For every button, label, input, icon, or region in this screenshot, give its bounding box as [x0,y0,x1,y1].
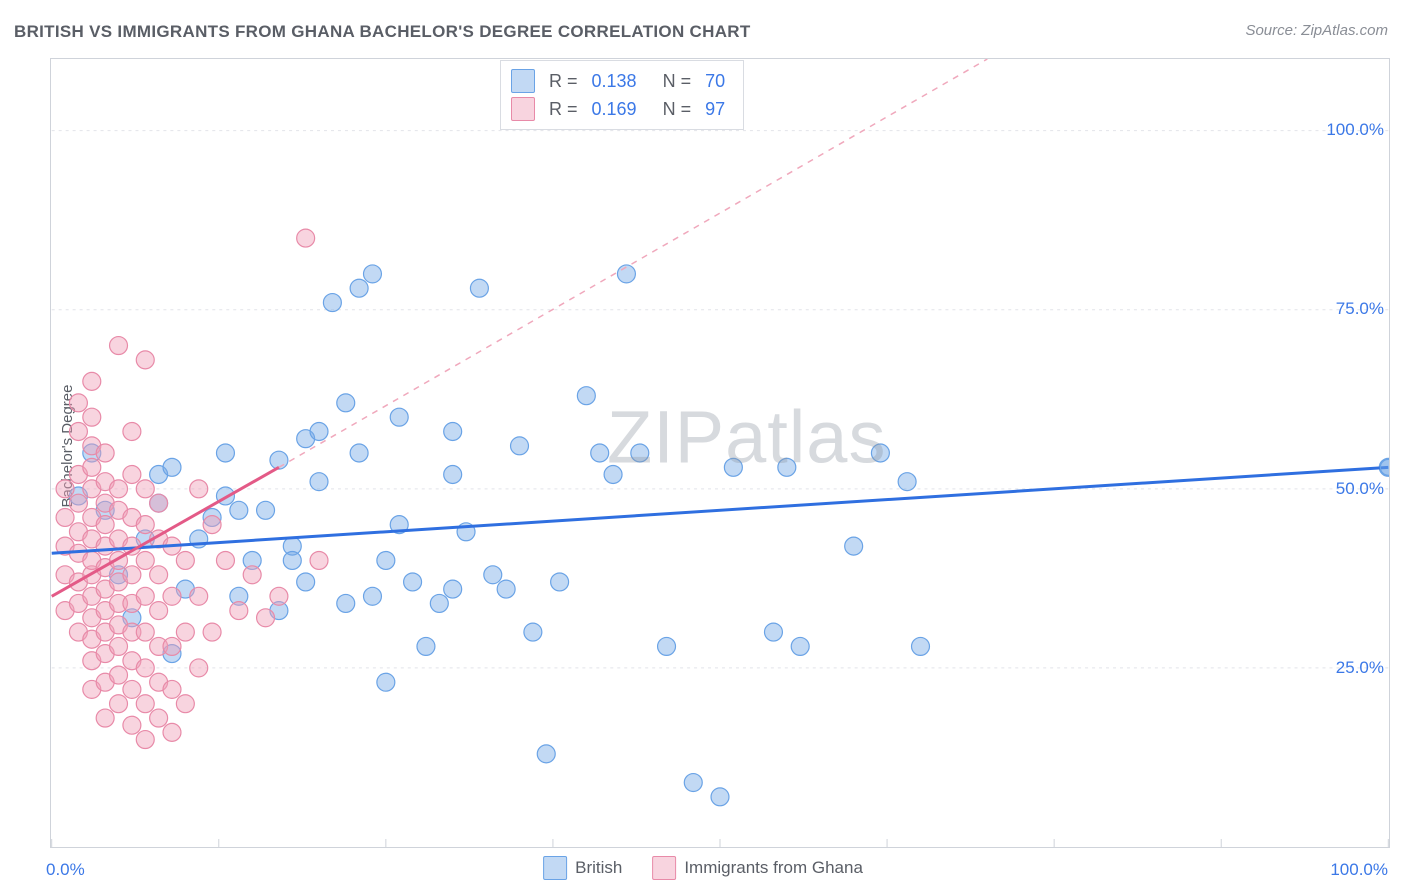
n-label: N = [663,71,692,92]
x-axis-max-label: 100.0% [1330,860,1388,880]
correlation-row-british: R = 0.138 N = 70 [511,67,729,95]
swatch-pink-icon [652,856,676,880]
swatch-blue-icon [543,856,567,880]
n-value-british: 70 [705,71,725,92]
y-tick-label: 75.0% [1336,299,1384,319]
n-label: N = [663,99,692,120]
plot-area: ZIPatlas [50,58,1390,848]
y-tick-label: 100.0% [1326,120,1384,140]
r-value-ghana: 0.169 [592,99,637,120]
y-tick-label: 50.0% [1336,479,1384,499]
r-label: R = [549,99,578,120]
scatter-svg [51,59,1389,847]
legend-label-british: British [575,858,622,878]
swatch-pink-icon [511,97,535,121]
legend-label-ghana: Immigrants from Ghana [684,858,863,878]
chart-container: BRITISH VS IMMIGRANTS FROM GHANA BACHELO… [0,0,1406,892]
r-label: R = [549,71,578,92]
correlation-row-ghana: R = 0.169 N = 97 [511,95,729,123]
series-legend: British Immigrants from Ghana [543,856,863,880]
source-attribution: Source: ZipAtlas.com [1245,22,1388,39]
swatch-blue-icon [511,69,535,93]
legend-item-british: British [543,856,622,880]
legend-item-ghana: Immigrants from Ghana [652,856,863,880]
chart-title: BRITISH VS IMMIGRANTS FROM GHANA BACHELO… [14,22,751,42]
r-value-british: 0.138 [592,71,637,92]
x-axis-min-label: 0.0% [46,860,85,880]
n-value-ghana: 97 [705,99,725,120]
y-tick-label: 25.0% [1336,658,1384,678]
correlation-legend: R = 0.138 N = 70 R = 0.169 N = 97 [500,60,744,130]
